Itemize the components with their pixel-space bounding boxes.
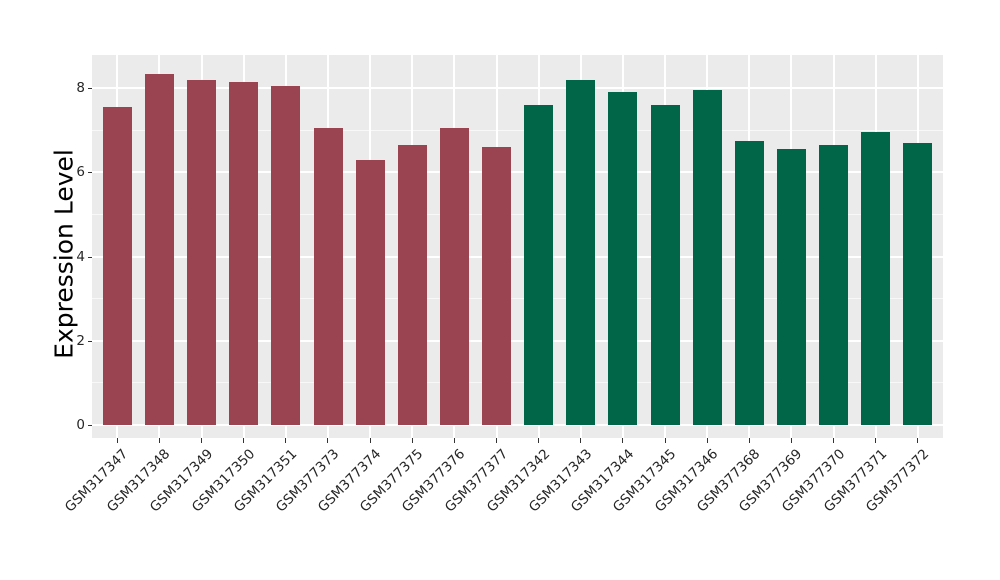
gridline-major <box>92 171 943 174</box>
bar-GSM377372 <box>903 142 933 425</box>
bar-GSM377370 <box>819 145 848 425</box>
x-tick-mark <box>622 438 624 443</box>
plot-panel <box>92 55 943 438</box>
gridline-major <box>92 255 943 258</box>
bar-GSM377368 <box>734 140 764 425</box>
bar-GSM317349 <box>187 79 217 425</box>
x-tick-mark <box>116 438 118 443</box>
bar-GSM377373 <box>313 128 343 425</box>
y-tick-mark <box>88 425 92 426</box>
bar-GSM317348 <box>144 73 174 425</box>
bar-GSM377377 <box>482 147 511 425</box>
x-tick-mark <box>327 438 329 443</box>
bar-GSM317347 <box>102 107 132 425</box>
x-tick-mark <box>538 438 540 443</box>
y-tick-mark <box>88 340 92 342</box>
x-tick-mark <box>158 438 160 443</box>
y-tick-label: 0 <box>76 417 85 433</box>
x-tick-mark <box>875 438 877 443</box>
bar-GSM317350 <box>229 81 259 425</box>
y-tick-label: 2 <box>76 332 85 349</box>
bar-GSM377376 <box>439 128 469 425</box>
bar-GSM317345 <box>650 105 680 425</box>
gridline-minor <box>92 129 943 131</box>
bar-GSM317346 <box>692 90 722 425</box>
x-tick-mark <box>496 438 497 443</box>
x-tick-mark <box>201 438 203 443</box>
x-tick-mark <box>411 438 413 443</box>
gridline-major <box>92 339 943 342</box>
y-tick-label: 6 <box>76 164 85 181</box>
y-tick-mark <box>88 256 92 258</box>
bar-GSM377369 <box>776 149 806 425</box>
x-tick-mark <box>833 438 834 443</box>
x-tick-mark <box>790 438 792 443</box>
bar-GSM377371 <box>861 132 891 425</box>
y-tick-label: 4 <box>76 248 85 265</box>
gridline-minor <box>92 382 943 384</box>
y-tick-label: 8 <box>76 80 85 97</box>
bar-GSM377374 <box>355 159 385 425</box>
x-tick-mark <box>285 438 287 443</box>
gridline-minor <box>92 298 943 300</box>
bar-GSM317343 <box>566 79 596 425</box>
gridline-minor <box>92 214 943 215</box>
bar-GSM317342 <box>524 105 554 425</box>
x-tick-mark <box>664 438 666 443</box>
x-tick-mark <box>453 438 455 443</box>
x-tick-mark <box>580 438 582 443</box>
x-tick-mark <box>243 438 245 443</box>
bar-GSM377375 <box>397 145 427 425</box>
y-tick-mark <box>88 172 92 174</box>
y-tick-mark <box>88 88 92 90</box>
gridline-major <box>92 87 943 90</box>
x-tick-mark <box>369 438 371 443</box>
x-tick-mark <box>706 438 708 443</box>
gridline-major <box>92 424 943 426</box>
bar-GSM317351 <box>271 86 301 425</box>
x-tick-mark <box>748 438 750 443</box>
x-tick-mark <box>917 438 919 443</box>
bar-GSM317344 <box>608 92 638 425</box>
